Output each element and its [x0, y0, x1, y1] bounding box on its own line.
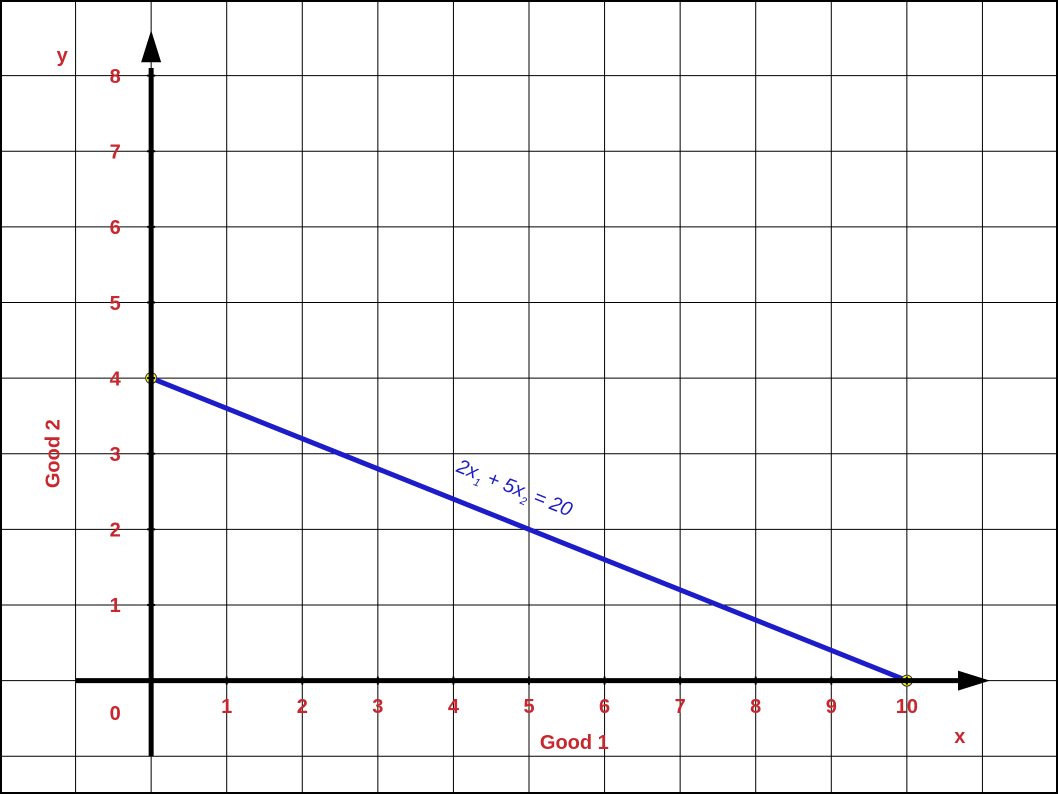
series-line — [150, 375, 908, 683]
y-tick-label: 5 — [110, 293, 121, 315]
y-tick-label: 7 — [110, 142, 121, 164]
x-tick-label: 4 — [448, 696, 460, 718]
subscript: 1 — [472, 476, 482, 489]
x-tick-label: 2 — [297, 696, 308, 718]
x-tick-label: 6 — [599, 696, 610, 718]
origin-label: 0 — [110, 703, 121, 725]
y-tick-label: 2 — [110, 520, 121, 542]
x-tick-label: 3 — [372, 696, 383, 718]
subscript: 2 — [517, 494, 528, 508]
x-tick-label: 10 — [896, 696, 918, 718]
x-tick-label: 5 — [523, 696, 534, 718]
y-axis-letter: y — [57, 45, 69, 67]
y-tick-label: 3 — [110, 444, 121, 466]
x-tick-label: 1 — [221, 696, 232, 718]
y-tick-label: 4 — [110, 368, 122, 390]
x-tick-label: 9 — [826, 696, 837, 718]
y-arrow — [141, 30, 162, 63]
x-tick-label: 8 — [750, 696, 761, 718]
x-axis-title: Good 1 — [540, 732, 609, 754]
x-arrow — [957, 670, 990, 691]
x-axis-letter: x — [954, 726, 965, 748]
x-tick-label: 7 — [675, 696, 686, 718]
y-tick-label: 8 — [110, 66, 121, 88]
y-axis-title: Good 2 — [42, 419, 64, 488]
y-tick-label: 6 — [110, 217, 121, 239]
y-tick-label: 1 — [110, 595, 121, 617]
